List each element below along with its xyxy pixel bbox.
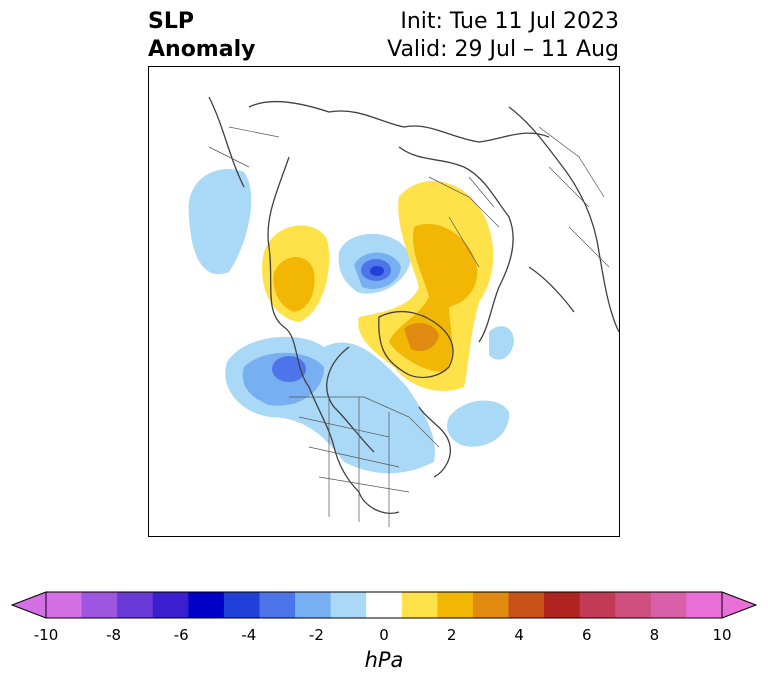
anomaly-map — [148, 66, 620, 537]
colorbar-tick-label: -8 — [106, 626, 122, 644]
title-line-1: SLP — [148, 9, 194, 34]
colorbar-tick-label: 8 — [649, 626, 660, 644]
init-date: Init: Tue 11 Jul 2023 — [400, 9, 619, 34]
valid-range: Valid: 29 Jul – 11 Aug — [387, 37, 619, 62]
coastlines — [208, 96, 619, 514]
colorbar-bin — [544, 592, 581, 618]
political-borders — [208, 126, 610, 527]
colorbar-tick-label: 4 — [514, 626, 524, 644]
colorbar-bin — [295, 592, 332, 618]
title-line-2: Anomaly — [148, 37, 256, 62]
colorbar-bin — [152, 592, 189, 618]
colorbar-bin — [437, 592, 474, 618]
colorbar-tick-label: -10 — [33, 626, 59, 644]
colorbar-bin — [188, 592, 225, 618]
colorbar-bin — [117, 592, 154, 618]
colorbar-bin — [650, 592, 687, 618]
negative-anomaly-core — [370, 266, 384, 276]
colorbar-bin — [615, 592, 652, 618]
map-title: SLP Anomaly — [148, 8, 255, 64]
colorbar-bin — [579, 592, 616, 618]
forecast-dates: Init: Tue 11 Jul 2023 Valid: 29 Jul – 11… — [387, 8, 619, 64]
colorbar-tick-label: 0 — [379, 626, 389, 644]
colorbar-bin — [223, 592, 260, 618]
colorbar-bin — [366, 592, 403, 618]
colorbar-bin — [401, 592, 438, 618]
colorbar-bin — [46, 592, 83, 618]
colorbar-bin — [259, 592, 296, 618]
colorbar-tick-label: -6 — [173, 626, 189, 644]
colorbar-bin — [508, 592, 545, 618]
colorbar-tick-label: -2 — [308, 626, 324, 644]
positive-anomaly-strong — [404, 323, 439, 352]
colorbar-bin — [686, 592, 723, 618]
map-canvas — [188, 96, 619, 527]
colorbar-bin — [81, 592, 118, 618]
colorbar-tick-label: 2 — [446, 626, 457, 644]
colorbar-tick-label: 6 — [582, 626, 592, 644]
colorbar-tick-label: 10 — [712, 626, 732, 644]
colorbar-bar — [10, 591, 758, 619]
colorbar-extend-high — [721, 591, 758, 619]
colorbar-unit-label: hPa — [364, 648, 404, 672]
colorbar — [0, 585, 768, 635]
colorbar-tick-label: -4 — [241, 626, 257, 644]
colorbar-bin — [472, 592, 510, 618]
colorbar-bin — [330, 592, 367, 618]
colorbar-border — [45, 591, 723, 619]
colorbar-extend-low — [10, 591, 47, 619]
